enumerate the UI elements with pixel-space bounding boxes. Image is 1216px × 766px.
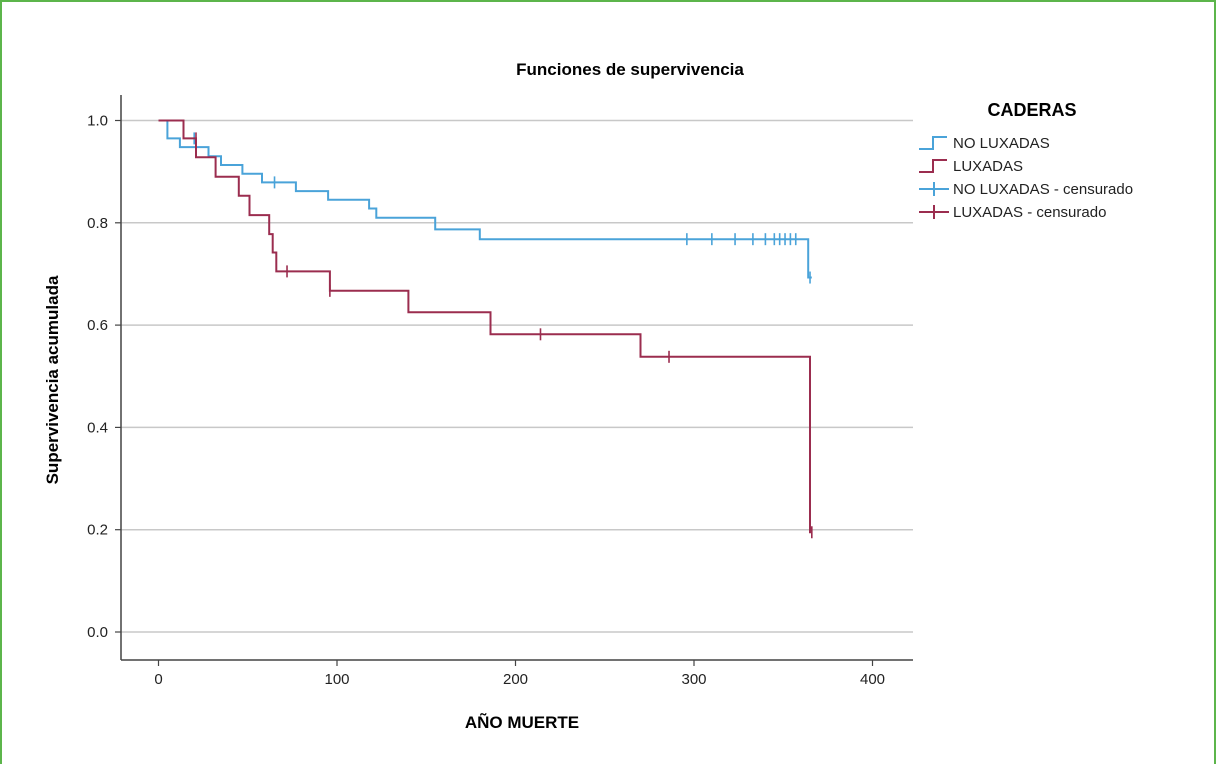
- grid-lines: [121, 119, 913, 633]
- legend-title: CADERAS: [987, 100, 1076, 120]
- y-tick-label: 0.2: [87, 522, 108, 539]
- x-tick-label: 200: [503, 671, 528, 688]
- legend: NO LUXADAS LUXADAS NO LUXADAS - censurado L…: [919, 135, 1133, 221]
- y-tick-label: 0.8: [87, 215, 108, 232]
- y-tick-labels: 0.0 0.2 0.4 0.6 0.8 1.0: [87, 113, 121, 641]
- y-tick-label: 0.0: [87, 624, 108, 641]
- y-axis-title: Supervivencia acumulada: [43, 275, 62, 484]
- x-tick-labels: 0 100 200 300 400: [154, 660, 885, 688]
- series-line-no-luxadas: [158, 119, 812, 279]
- x-tick-label: 400: [860, 671, 885, 688]
- y-tick-label: 1.0: [87, 113, 108, 130]
- legend-swatch-step: [919, 136, 947, 150]
- legend-label: NO LUXADAS: [953, 135, 1050, 152]
- legend-swatch-step: [919, 159, 947, 173]
- series-group: [158, 119, 813, 539]
- chart-title: Funciones de supervivencia: [516, 60, 744, 79]
- y-tick-label: 0.6: [87, 317, 108, 334]
- series-line-luxadas: [158, 119, 812, 534]
- legend-label: LUXADAS - censurado: [953, 204, 1106, 221]
- x-axis-title: AÑO MUERTE: [465, 712, 579, 732]
- x-tick-label: 300: [681, 671, 706, 688]
- y-tick-label: 0.4: [87, 419, 108, 436]
- x-tick-label: 100: [324, 671, 349, 688]
- legend-label: NO LUXADAS - censurado: [953, 181, 1133, 198]
- legend-label: LUXADAS: [953, 158, 1023, 175]
- x-tick-label: 0: [154, 671, 162, 688]
